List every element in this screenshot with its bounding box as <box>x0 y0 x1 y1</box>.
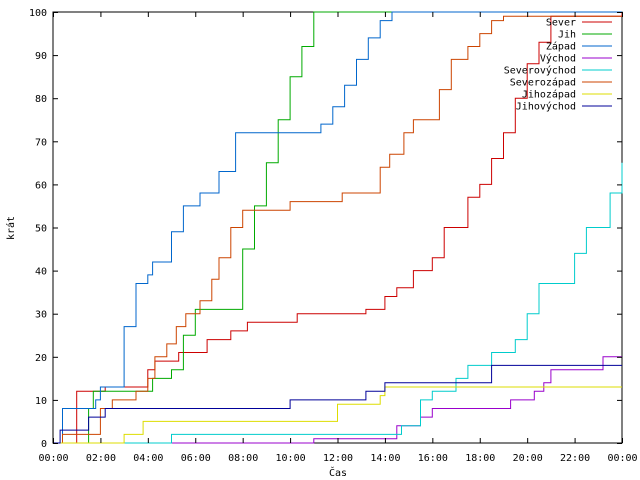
legend-label: Východ <box>540 53 576 65</box>
y-tick-label: 50 <box>35 224 47 235</box>
legend-label: Sever <box>546 18 576 29</box>
series-line-severovýchod <box>53 162 623 444</box>
series-line-západ <box>53 11 622 444</box>
legend: SeverJihZápadVýchodSeverovýchodSeverozáp… <box>504 18 612 113</box>
x-tick-label: 02:00 <box>86 453 116 464</box>
y-tick-label: 80 <box>35 94 47 105</box>
y-axis-title: krát <box>5 216 17 240</box>
legend-label: Severovýchod <box>504 65 576 77</box>
x-tick-label: 18:00 <box>465 453 495 464</box>
y-tick-label: 100 <box>29 8 47 19</box>
legend-label: Severozápad <box>510 77 576 89</box>
x-tick-label: 06:00 <box>181 453 211 464</box>
series-line-jih <box>53 11 622 444</box>
x-tick-label: 04:00 <box>133 453 163 464</box>
series-line-severozápad <box>53 15 622 444</box>
y-tick-label: 20 <box>35 353 47 364</box>
series-line-východ <box>53 356 622 444</box>
legend-label: Jihozápad <box>522 89 576 101</box>
x-tick-label: 16:00 <box>418 453 448 464</box>
x-axis-title: Čas <box>329 466 347 479</box>
y-tick-label: 0 <box>41 439 47 450</box>
series-layer <box>53 11 623 444</box>
x-tick-label: 10:00 <box>276 453 306 464</box>
series-line-jihozápad <box>53 386 622 444</box>
x-tick-label: 14:00 <box>370 453 400 464</box>
y-axis: 0 10 20 30 40 50 60 70 80 90 100 <box>29 8 622 450</box>
x-tick-label: 08:00 <box>228 453 258 464</box>
y-tick-label: 90 <box>35 51 47 62</box>
y-tick-label: 30 <box>35 310 47 321</box>
y-tick-label: 40 <box>35 267 47 278</box>
x-tick-label: 00:00 <box>607 453 637 464</box>
x-tick-label: 20:00 <box>513 453 543 464</box>
legend-label: Západ <box>546 41 576 53</box>
x-axis: 00:00 02:00 04:00 06:00 08:00 10:00 12:00 14:00… <box>38 12 638 464</box>
y-tick-label: 10 <box>35 396 47 407</box>
legend-label: Jih <box>558 30 576 41</box>
y-tick-label: 60 <box>35 180 47 191</box>
y-tick-label: 70 <box>35 137 47 148</box>
x-tick-label: 00:00 <box>38 453 68 464</box>
x-tick-label: 22:00 <box>560 453 590 464</box>
x-tick-label: 12:00 <box>323 453 353 464</box>
series-line-jihovýchod <box>53 364 622 444</box>
legend-label: Jihovýchod <box>516 101 576 113</box>
